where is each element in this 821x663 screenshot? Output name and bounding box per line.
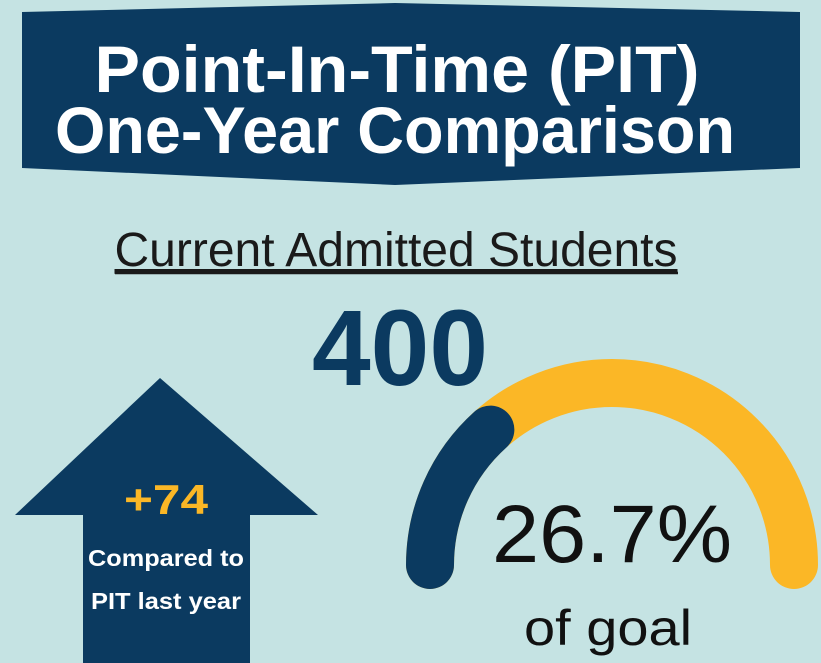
change-caption: PIT last year (91, 588, 241, 614)
title-line: One-Year Comparison (55, 93, 735, 167)
title-banner (22, 3, 800, 185)
gauge-fill (406, 405, 515, 589)
title-line: Point-In-Time (PIT) (95, 32, 700, 106)
metric-value: 400 (312, 287, 488, 408)
gauge-value: 26.7% (492, 489, 732, 580)
metric-label: Current Admitted Students (115, 224, 678, 277)
gauge-caption: of goal (524, 600, 692, 656)
up-arrow (15, 378, 318, 663)
change-caption: Compared to (88, 545, 244, 571)
change-value: +74 (124, 476, 209, 523)
gauge (406, 359, 818, 589)
